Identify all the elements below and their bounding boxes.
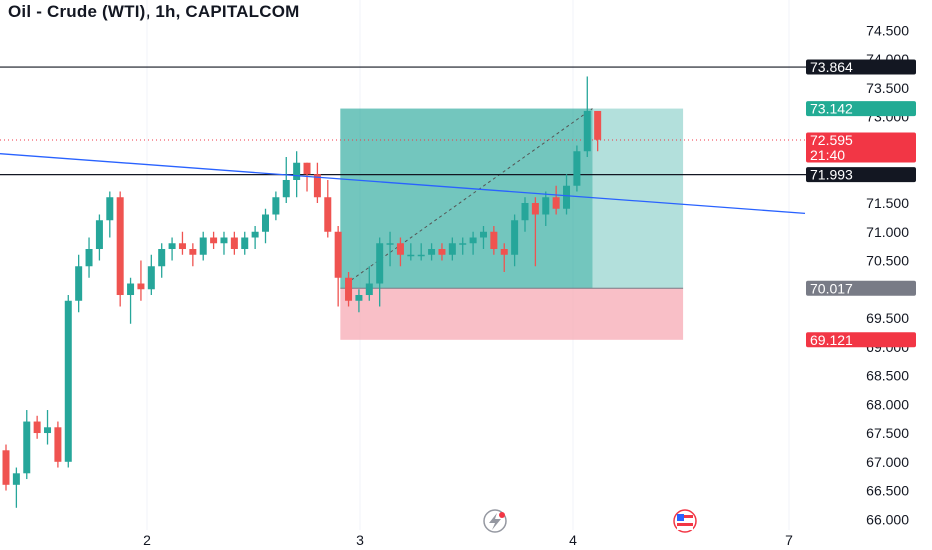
y-tick-label: 70.500	[866, 253, 909, 269]
candle	[345, 277, 353, 301]
price-label-text: 69.121	[810, 332, 853, 348]
trendline[interactable]	[0, 153, 806, 215]
candle	[241, 237, 249, 250]
candle	[521, 202, 529, 221]
chart-title: Oil - Crude (WTI), 1h, CAPITALCOM	[8, 2, 300, 21]
candle	[407, 254, 415, 257]
x-tick-label: 3	[356, 532, 364, 548]
price-label-hline	[806, 59, 916, 75]
candle	[23, 421, 31, 474]
candle	[75, 266, 83, 301]
y-tick-label: 68.500	[866, 368, 909, 384]
candle	[511, 220, 519, 255]
candle	[417, 254, 425, 257]
candle	[262, 214, 269, 232]
y-tick-label: 66.000	[866, 511, 909, 527]
price-label-entry	[806, 280, 916, 296]
candle	[12, 473, 20, 485]
price-label-target	[806, 101, 916, 117]
y-tick-label: 71.500	[866, 195, 909, 211]
x-tick-label: 4	[569, 532, 577, 548]
candle	[106, 197, 114, 221]
candle	[127, 283, 135, 296]
candle	[490, 231, 498, 250]
price-label-text: 73.142	[810, 101, 853, 117]
candle	[158, 249, 166, 267]
candle	[137, 283, 145, 290]
x-tick-label: 7	[785, 532, 793, 548]
candle	[293, 162, 301, 180]
price-label-countdown: 21:40	[810, 147, 845, 163]
candle	[324, 197, 332, 232]
price-label-text: 72.595	[810, 132, 853, 148]
candle	[54, 427, 62, 462]
price-label-stop	[806, 332, 916, 348]
candle	[428, 249, 436, 255]
price-label-text: 73.864	[810, 59, 853, 75]
candle	[552, 197, 560, 209]
candle	[448, 243, 456, 255]
price-label-current	[806, 132, 916, 163]
price-label-text: 70.017	[810, 280, 853, 296]
price-label-text: 71.993	[810, 167, 853, 183]
candle	[168, 243, 176, 250]
candle	[44, 427, 52, 434]
candle	[500, 249, 508, 255]
y-tick-label: 73.500	[866, 80, 909, 96]
y-tick-label: 67.500	[866, 425, 909, 441]
y-tick-label: 71.000	[866, 224, 909, 240]
candle	[376, 243, 384, 284]
candle	[563, 185, 571, 209]
candle	[85, 249, 93, 267]
candle	[178, 243, 186, 250]
y-tick-label: 68.000	[866, 396, 909, 412]
position-path	[346, 108, 593, 284]
loss-zone[interactable]	[340, 288, 684, 340]
candle	[531, 202, 539, 215]
candle	[459, 243, 467, 245]
candle	[573, 151, 581, 186]
candle	[64, 300, 72, 462]
candle	[365, 283, 373, 296]
candle	[313, 174, 321, 198]
candle	[33, 421, 41, 434]
candle	[210, 237, 218, 244]
candle	[594, 110, 602, 140]
candle	[542, 197, 550, 215]
candle	[469, 237, 477, 244]
x-tick-label: 2	[143, 532, 151, 548]
candle	[116, 197, 124, 296]
candle	[479, 231, 487, 238]
candle	[95, 220, 103, 250]
candle	[303, 162, 311, 175]
candle	[282, 179, 290, 198]
candle	[386, 243, 394, 245]
candle	[199, 237, 207, 255]
event-icon-lightning[interactable]	[483, 509, 507, 533]
y-tick-label: 69.500	[866, 310, 909, 326]
profit-zone[interactable]	[340, 108, 684, 289]
candle	[220, 237, 228, 244]
candle	[355, 295, 363, 301]
candle	[334, 231, 342, 278]
candle	[396, 243, 404, 255]
candle	[251, 231, 259, 238]
y-tick-label: 74.500	[866, 22, 909, 38]
candle	[189, 249, 197, 255]
candle	[147, 266, 155, 290]
us-flag-event-icon[interactable]	[673, 509, 697, 533]
candle	[272, 197, 280, 215]
candle	[438, 249, 446, 255]
y-tick-label: 67.000	[866, 454, 909, 470]
candle	[2, 450, 10, 485]
candle	[583, 110, 591, 152]
candle	[230, 237, 238, 250]
price-label-hline	[806, 167, 916, 183]
y-tick-label: 66.500	[866, 483, 909, 499]
